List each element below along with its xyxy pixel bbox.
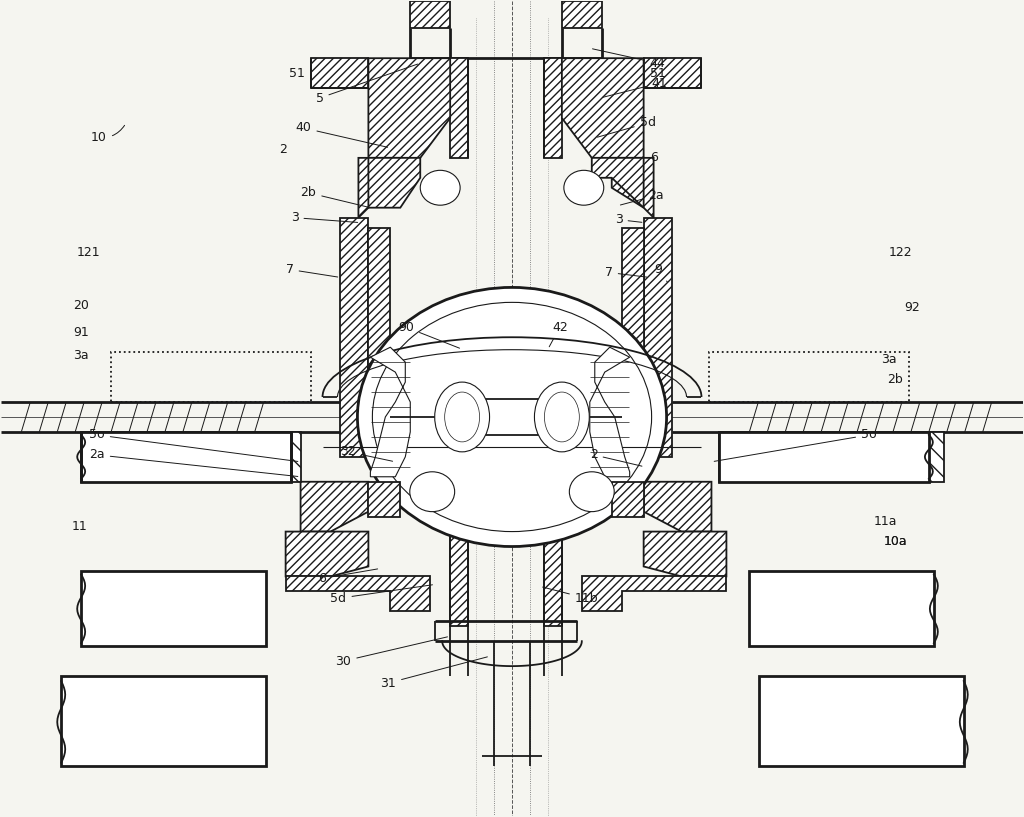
- Text: 11b: 11b: [543, 587, 598, 605]
- Polygon shape: [644, 217, 672, 457]
- Polygon shape: [562, 2, 602, 29]
- Text: 40: 40: [296, 122, 388, 147]
- Polygon shape: [582, 577, 726, 611]
- Bar: [720, 432, 929, 482]
- Text: 5d: 5d: [597, 117, 655, 137]
- Ellipse shape: [435, 382, 489, 452]
- Bar: [81, 432, 291, 482]
- Text: 90: 90: [398, 321, 460, 348]
- Text: 10a: 10a: [884, 535, 907, 548]
- Text: 3a: 3a: [73, 349, 89, 362]
- Ellipse shape: [535, 382, 589, 452]
- Text: 3: 3: [291, 211, 357, 224]
- Polygon shape: [286, 577, 430, 611]
- Polygon shape: [371, 347, 411, 477]
- Polygon shape: [369, 158, 420, 208]
- Polygon shape: [310, 58, 369, 88]
- Text: 3: 3: [614, 213, 642, 226]
- Text: 10a: 10a: [884, 535, 907, 548]
- Text: 32: 32: [340, 445, 392, 462]
- Bar: [111, 352, 310, 402]
- Ellipse shape: [410, 471, 455, 511]
- Ellipse shape: [357, 288, 667, 547]
- Text: 92: 92: [904, 301, 920, 314]
- Polygon shape: [369, 58, 451, 158]
- Polygon shape: [544, 457, 562, 627]
- Text: 6: 6: [649, 151, 657, 164]
- Polygon shape: [81, 432, 301, 482]
- Text: 44: 44: [593, 49, 666, 69]
- Text: 6: 6: [318, 569, 378, 585]
- Polygon shape: [644, 532, 726, 577]
- Polygon shape: [622, 228, 644, 447]
- Bar: [455, 399, 555, 435]
- Polygon shape: [611, 482, 644, 516]
- Ellipse shape: [444, 392, 479, 442]
- Polygon shape: [611, 158, 653, 217]
- Polygon shape: [369, 482, 400, 516]
- Bar: [750, 571, 934, 646]
- Text: 122: 122: [889, 246, 912, 259]
- Polygon shape: [411, 2, 451, 29]
- Text: 2: 2: [279, 143, 287, 156]
- Text: 3a: 3a: [881, 353, 897, 366]
- Ellipse shape: [420, 170, 460, 205]
- Text: 30: 30: [336, 637, 447, 667]
- Polygon shape: [451, 58, 468, 158]
- Text: 5d: 5d: [331, 585, 432, 605]
- Polygon shape: [562, 58, 644, 158]
- Text: 5o: 5o: [89, 428, 298, 462]
- Text: 91: 91: [73, 326, 89, 339]
- Text: 31: 31: [380, 657, 487, 690]
- Text: 11: 11: [72, 520, 87, 534]
- Bar: [710, 352, 909, 402]
- Text: 42: 42: [549, 321, 567, 346]
- Text: 2b: 2b: [887, 373, 903, 386]
- Polygon shape: [544, 58, 562, 158]
- Text: 7: 7: [286, 263, 338, 277]
- Polygon shape: [720, 432, 944, 482]
- Text: 2b: 2b: [301, 186, 368, 207]
- Ellipse shape: [545, 392, 580, 442]
- Polygon shape: [358, 158, 400, 217]
- Ellipse shape: [564, 170, 604, 205]
- Text: 2a: 2a: [621, 190, 664, 205]
- Polygon shape: [286, 532, 369, 577]
- Polygon shape: [592, 158, 644, 208]
- Polygon shape: [369, 228, 390, 447]
- Text: 2a: 2a: [89, 449, 298, 476]
- Bar: [760, 676, 964, 766]
- Polygon shape: [301, 482, 369, 532]
- Text: 9: 9: [654, 263, 668, 283]
- Text: 7: 7: [605, 266, 647, 279]
- Text: 11a: 11a: [874, 515, 897, 528]
- Text: 121: 121: [76, 246, 99, 259]
- Text: 20: 20: [73, 299, 89, 312]
- Text: 10: 10: [91, 125, 125, 145]
- Ellipse shape: [569, 471, 614, 511]
- Bar: [81, 571, 265, 646]
- Text: 2: 2: [590, 449, 642, 467]
- Text: 5o: 5o: [714, 428, 877, 462]
- Text: 51: 51: [649, 67, 666, 79]
- Text: 51: 51: [289, 67, 304, 79]
- Bar: [61, 676, 265, 766]
- Text: 5: 5: [315, 64, 418, 105]
- Text: 41: 41: [602, 77, 668, 97]
- Polygon shape: [340, 217, 369, 457]
- Polygon shape: [590, 347, 630, 477]
- Polygon shape: [644, 482, 712, 532]
- Polygon shape: [451, 457, 468, 627]
- Polygon shape: [644, 58, 701, 88]
